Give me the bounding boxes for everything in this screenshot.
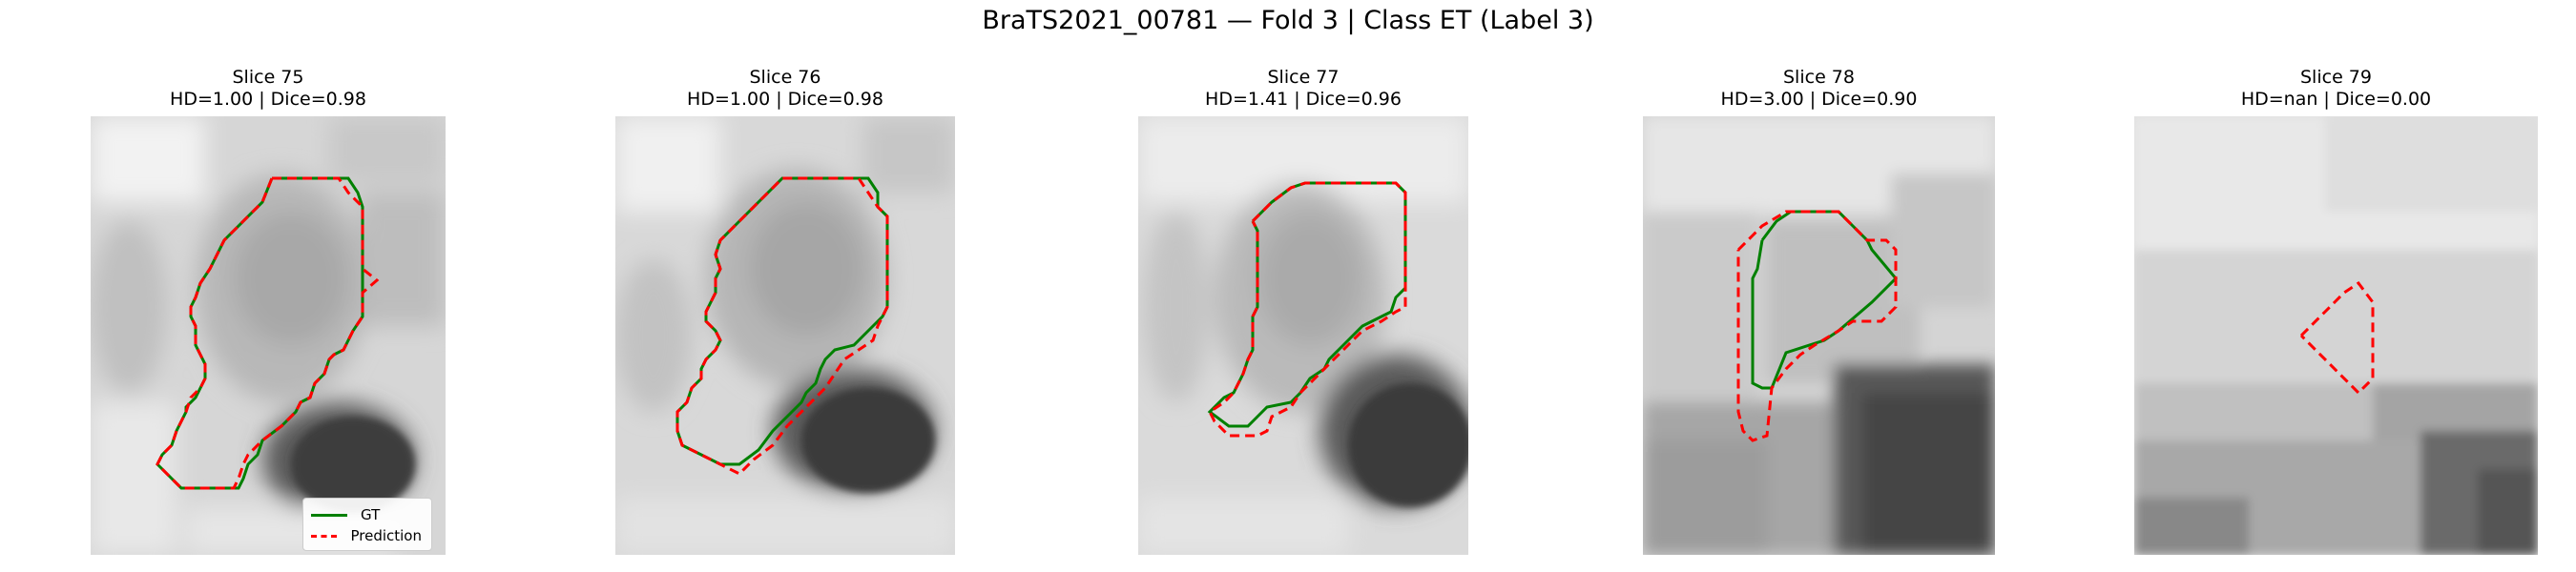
legend-entry-prediction: Prediction (311, 525, 422, 546)
figure-title: BraTS2021_00781 — Fold 3 | Class ET (Lab… (982, 6, 1594, 35)
legend-entry-gt: GT (311, 504, 422, 525)
panel-slice-76: Slice 76 HD=1.00 | Dice=0.98 (615, 67, 955, 555)
gt-contour (1751, 210, 1899, 390)
panel-slice-75: Slice 75 HD=1.00 | Dice=0.98 (91, 67, 446, 555)
metrics-label: HD=nan | Dice=0.00 (2240, 89, 2432, 110)
slice-label: Slice 76 (749, 67, 821, 88)
slice-label: Slice 77 (1267, 67, 1340, 88)
panel-slice-79: Slice 79 HD=nan | Dice=0.00 (2134, 67, 2538, 555)
mri-slice-image (615, 116, 955, 555)
prediction-contour (2299, 280, 2375, 396)
prediction-contour (1208, 181, 1407, 438)
mri-slice-image (1138, 116, 1468, 555)
panel-slice-77: Slice 77 HD=1.41 | Dice=0.96 (1138, 67, 1468, 555)
slice-label: Slice 75 (232, 67, 304, 88)
metrics-label: HD=1.00 | Dice=0.98 (170, 89, 366, 110)
gt-swatch (311, 513, 347, 517)
legend-gt-label: GT (361, 506, 381, 523)
panel-slice-78: Slice 78 HD=3.00 | Dice=0.90 (1643, 67, 1995, 555)
mri-slice-image (91, 116, 446, 555)
prediction-contour (1736, 210, 1898, 442)
metrics-label: HD=1.00 | Dice=0.98 (687, 89, 883, 110)
legend-prediction-label: Prediction (350, 527, 422, 544)
mri-slice-image (2134, 116, 2538, 555)
metrics-label: HD=1.41 | Dice=0.96 (1205, 89, 1402, 110)
metrics-label: HD=3.00 | Dice=0.90 (1720, 89, 1918, 110)
mri-slice-image (1643, 116, 1995, 555)
slice-label: Slice 78 (1783, 67, 1855, 88)
prediction-contour (675, 176, 889, 476)
prediction-contour (156, 176, 380, 490)
legend: GT Prediction (302, 498, 432, 551)
prediction-swatch (311, 534, 338, 538)
slice-label: Slice 79 (2300, 67, 2372, 88)
